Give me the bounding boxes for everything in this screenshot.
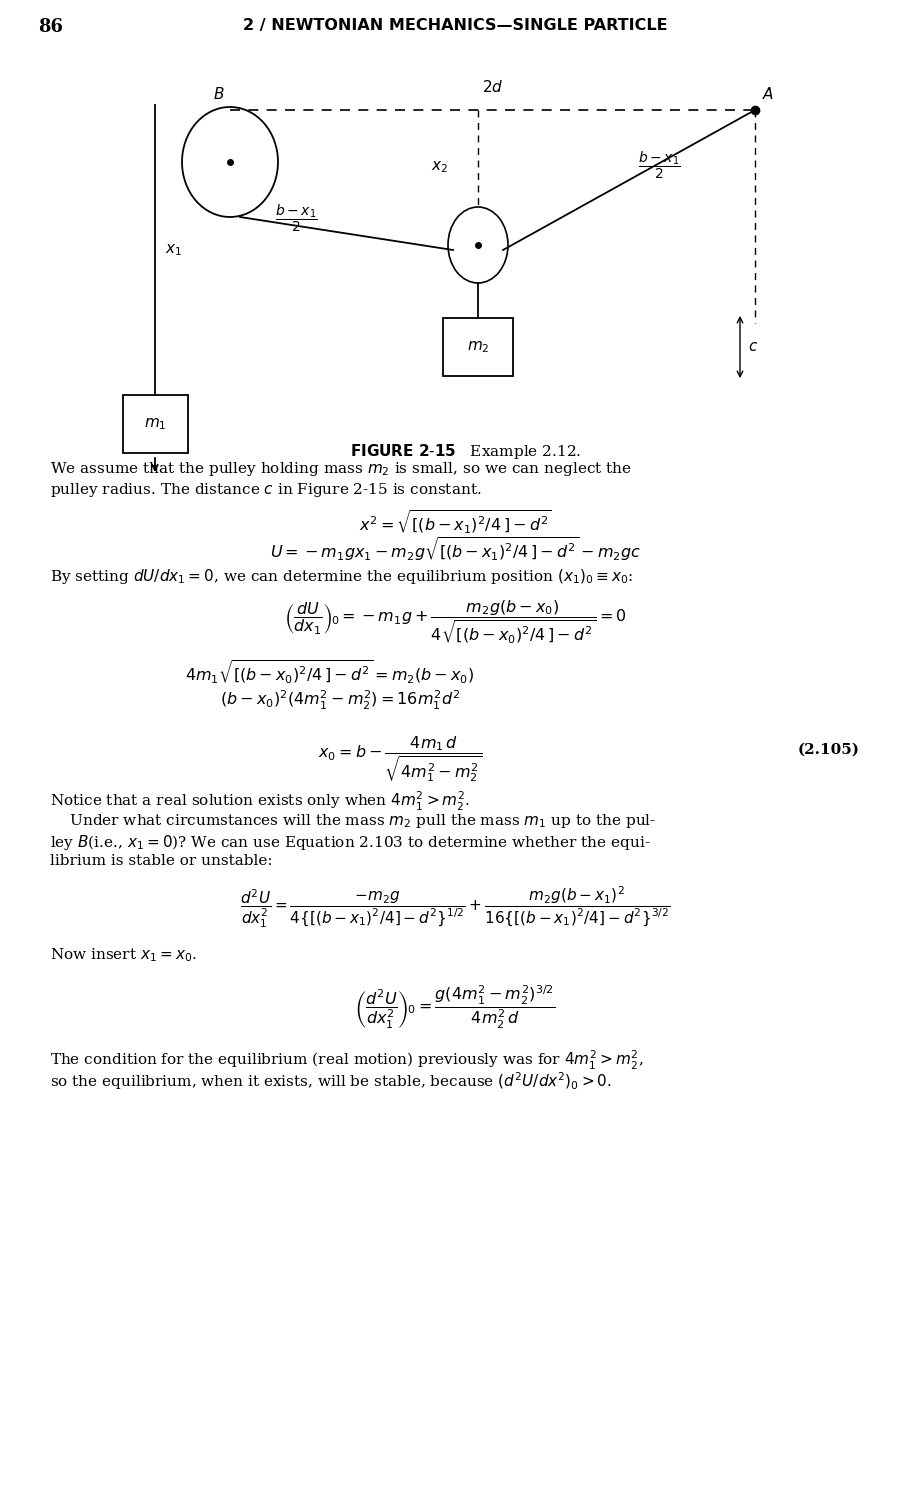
Text: Now insert $x_1 = x_0$.: Now insert $x_1 = x_0$. <box>50 946 197 963</box>
Text: pulley radius. The distance $c$ in Figure 2-15 is constant.: pulley radius. The distance $c$ in Figur… <box>50 482 482 500</box>
Text: $m_2$: $m_2$ <box>466 339 489 356</box>
Text: 86: 86 <box>38 18 63 36</box>
Text: so the equilibrium, when it exists, will be stable, because $(d^2U/dx^2)_0 > 0$.: so the equilibrium, when it exists, will… <box>50 1070 612 1092</box>
Text: ley $B$(i.e., $x_1 = 0$)? We can use Equation 2.103 to determine whether the equ: ley $B$(i.e., $x_1 = 0$)? We can use Equ… <box>50 833 650 852</box>
Text: $x_0 = b - \dfrac{4m_1\,d}{\sqrt{4m_1^2 - m_2^2}}$: $x_0 = b - \dfrac{4m_1\,d}{\sqrt{4m_1^2 … <box>318 735 482 784</box>
Text: $c$: $c$ <box>748 340 758 354</box>
Text: $4m_1\sqrt{[(b - x_0)^2/4\,] - d^2} = m_2(b - x_0)$: $4m_1\sqrt{[(b - x_0)^2/4\,] - d^2} = m_… <box>185 658 474 687</box>
Text: $A$: $A$ <box>762 86 774 102</box>
Text: $x^2 = \sqrt{[(b - x_1)^2/4\,] - d^2}$: $x^2 = \sqrt{[(b - x_1)^2/4\,] - d^2}$ <box>359 509 551 536</box>
Text: $x_1$: $x_1$ <box>165 242 182 258</box>
Text: Notice that a real solution exists only when $4m_1^2 > m_2^2$.: Notice that a real solution exists only … <box>50 790 470 813</box>
Text: $\left(\dfrac{d^2U}{dx_1^2}\right)_{\!0} = \dfrac{g(4m_1^2 - m_2^2)^{3/2}}{4m_2^: $\left(\dfrac{d^2U}{dx_1^2}\right)_{\!0}… <box>354 984 556 1032</box>
Bar <box>443 318 513 376</box>
Bar <box>122 394 188 453</box>
Text: $\dfrac{b - x_1}{2}$: $\dfrac{b - x_1}{2}$ <box>275 202 318 234</box>
Text: $x_2$: $x_2$ <box>431 159 448 176</box>
Text: We assume that the pulley holding mass $m_2$ is small, so we can neglect the: We assume that the pulley holding mass $… <box>50 460 631 478</box>
Text: $U = -m_1gx_1 - m_2g\sqrt{[(b - x_1)^2/4\,] - d^2} - m_2gc$: $U = -m_1gx_1 - m_2g\sqrt{[(b - x_1)^2/4… <box>270 536 640 562</box>
Text: $\dfrac{b - x_1}{2}$: $\dfrac{b - x_1}{2}$ <box>638 148 681 182</box>
Text: $\left(\dfrac{dU}{dx_1}\right)_{\!0} = -m_1g + \dfrac{m_2g(b - x_0)}{4\sqrt{[(b : $\left(\dfrac{dU}{dx_1}\right)_{\!0} = -… <box>283 598 627 646</box>
Text: $m_1$: $m_1$ <box>144 416 167 432</box>
Text: Under what circumstances will the mass $m_2$ pull the mass $m_1$ up to the pul-: Under what circumstances will the mass $… <box>50 812 656 830</box>
Text: librium is stable or unstable:: librium is stable or unstable: <box>50 853 272 868</box>
Text: $\mathbf{FIGURE\ 2\text{-}15}$   Example 2.12.: $\mathbf{FIGURE\ 2\text{-}15}$ Example 2… <box>350 442 581 460</box>
Text: $\dfrac{d^2U}{dx_1^2} = \dfrac{-m_2g}{4\{[(b - x_1)^2/4] - d^2\}^{1/2}} + \dfrac: $\dfrac{d^2U}{dx_1^2} = \dfrac{-m_2g}{4\… <box>240 884 670 930</box>
Text: The condition for the equilibrium (real motion) previously was for $4m_1^2 > m_2: The condition for the equilibrium (real … <box>50 1048 643 1072</box>
Text: By setting $dU/dx_1 = 0$, we can determine the equilibrium position $(x_1)_0 \eq: By setting $dU/dx_1 = 0$, we can determi… <box>50 567 633 586</box>
Text: (2.105): (2.105) <box>798 742 860 758</box>
Text: $2d$: $2d$ <box>482 80 503 94</box>
Text: $B$: $B$ <box>213 86 225 102</box>
Text: 2 / NEWTONIAN MECHANICS—SINGLE PARTICLE: 2 / NEWTONIAN MECHANICS—SINGLE PARTICLE <box>242 18 668 33</box>
Text: $(b - x_0)^2(4m_1^2 - m_2^2) = 16m_1^2d^2$: $(b - x_0)^2(4m_1^2 - m_2^2) = 16m_1^2d^… <box>220 688 460 712</box>
